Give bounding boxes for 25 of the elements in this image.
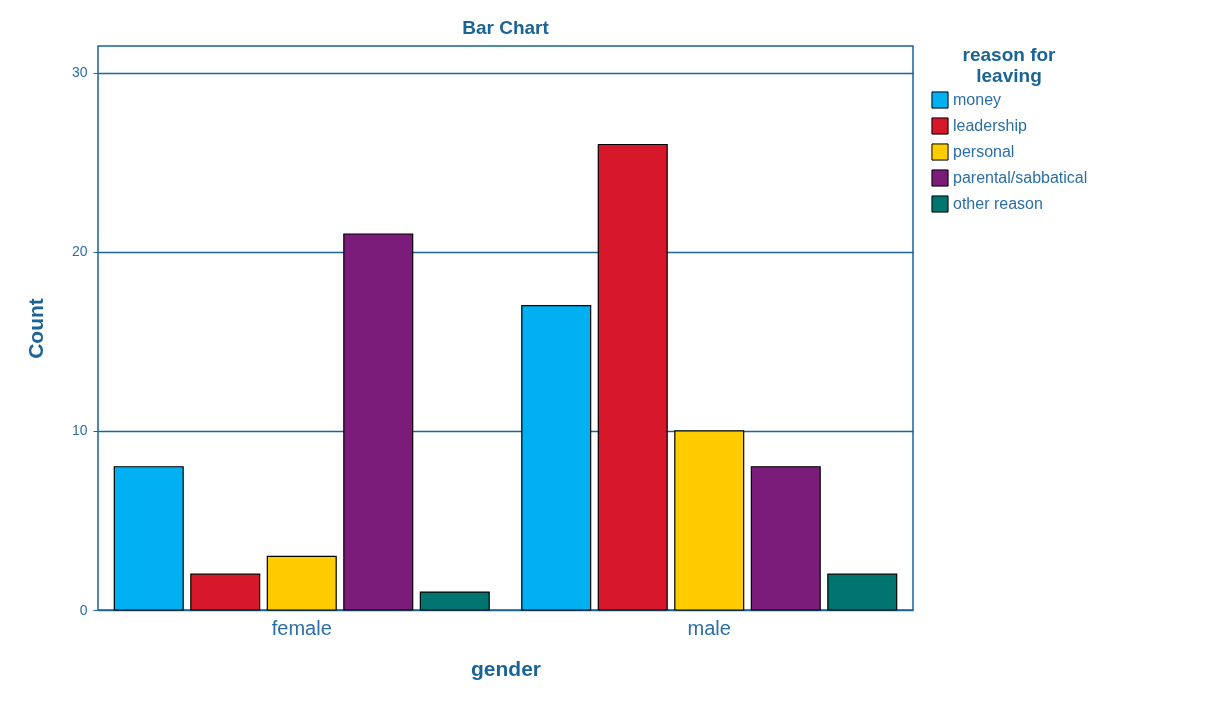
x-axis-title: gender	[470, 656, 542, 680]
bar	[827, 573, 898, 611]
bar	[190, 573, 261, 611]
legend-title: reason for leaving	[962, 44, 1057, 86]
bar	[343, 233, 414, 611]
bar	[521, 305, 592, 611]
y-tick-label: 30	[71, 64, 88, 81]
legend-label: other reason	[953, 195, 1043, 212]
y-tick-label: 10	[71, 422, 88, 439]
x-tick-label: female	[271, 616, 332, 639]
bar	[113, 466, 184, 611]
legend-label: leadership	[953, 117, 1027, 134]
legend-label: personal	[953, 143, 1015, 160]
bar	[419, 591, 490, 611]
x-tick-label: male	[687, 616, 731, 639]
legend-label: parental/sabbatical	[953, 169, 1088, 186]
y-tick-label: 0	[79, 601, 88, 618]
y-tick-label: 20	[71, 243, 88, 260]
bar	[266, 555, 337, 611]
bar	[750, 466, 821, 611]
y-axis-title: Count	[23, 298, 47, 359]
bar	[674, 430, 745, 611]
legend-label: money	[953, 91, 1002, 108]
bar	[597, 143, 668, 611]
chart-title: Bar Chart	[462, 17, 550, 38]
